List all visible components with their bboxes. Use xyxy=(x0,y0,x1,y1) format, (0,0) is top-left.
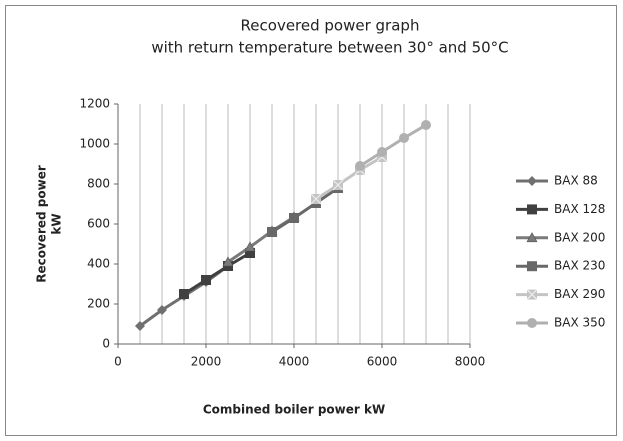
marker xyxy=(245,248,255,258)
series-line xyxy=(359,123,427,168)
marker-cross xyxy=(526,289,538,301)
series-line xyxy=(315,155,383,201)
marker xyxy=(527,176,537,186)
marker-cross xyxy=(310,193,322,205)
x-tick-label: 8000 xyxy=(455,355,486,369)
marker xyxy=(332,179,344,191)
marker xyxy=(355,161,365,171)
legend-label: BAX 290 xyxy=(554,287,605,301)
chart-frame xyxy=(5,5,617,436)
series-line xyxy=(271,186,339,234)
marker xyxy=(201,275,211,285)
legend-label: BAX 350 xyxy=(554,316,605,330)
marker xyxy=(244,241,256,252)
y-tick-label: 800 xyxy=(87,177,110,191)
marker xyxy=(222,256,234,267)
chart-title: Recovered power graph xyxy=(241,17,420,35)
marker xyxy=(267,227,277,237)
x-axis-label: Combined boiler power kW xyxy=(203,403,385,417)
x-tick-label: 4000 xyxy=(279,355,310,369)
marker xyxy=(526,232,538,243)
legend-label: BAX 128 xyxy=(554,202,605,216)
marker xyxy=(310,193,322,205)
x-tick-label: 6000 xyxy=(367,355,398,369)
y-tick-label: 400 xyxy=(87,257,110,271)
series-line xyxy=(183,251,251,296)
marker xyxy=(526,289,538,301)
marker xyxy=(527,261,537,272)
y-tick-label: 1200 xyxy=(79,97,110,111)
marker xyxy=(377,147,387,157)
marker xyxy=(527,204,537,215)
marker xyxy=(289,213,299,223)
x-tick-label: 0 xyxy=(114,355,122,369)
marker xyxy=(179,289,189,299)
marker xyxy=(399,133,409,143)
y-tick-label: 1000 xyxy=(79,137,110,151)
marker xyxy=(135,321,145,331)
legend-label: BAX 200 xyxy=(554,230,605,244)
marker xyxy=(421,120,431,130)
x-tick-label: 2000 xyxy=(191,355,222,369)
y-tick-label: 0 xyxy=(102,337,110,351)
legend-label: BAX 88 xyxy=(554,174,598,188)
y-axis-label: kW xyxy=(50,213,64,234)
y-tick-label: 200 xyxy=(87,297,110,311)
marker xyxy=(157,305,167,315)
marker xyxy=(527,318,537,328)
y-tick-label: 600 xyxy=(87,217,110,231)
y-axis-label: Recovered power xyxy=(35,165,49,283)
legend-label: BAX 230 xyxy=(554,259,605,273)
marker-cross xyxy=(332,179,344,191)
chart-title: with return temperature between 30° and … xyxy=(151,39,508,57)
